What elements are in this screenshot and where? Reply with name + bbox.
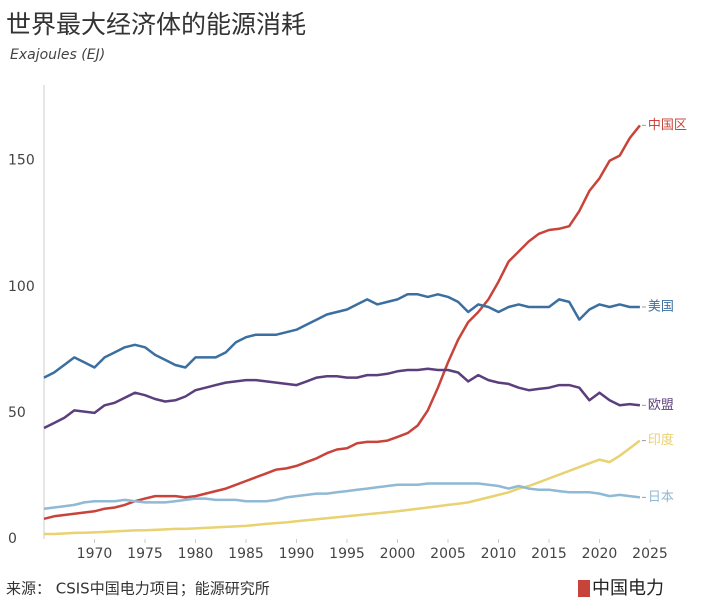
series-line: [43, 124, 641, 521]
series-line: [43, 367, 641, 430]
chart-title: 世界最大经济体的能源消耗: [6, 10, 306, 39]
x-tick-label: 2005: [430, 546, 466, 562]
x-tick-label: 1980: [178, 546, 214, 562]
y-tick-label: 0: [8, 531, 17, 547]
x-tick-label: 2020: [582, 546, 618, 562]
y-tick-label: 150: [8, 153, 35, 169]
series-line: [43, 482, 641, 510]
x-tick-label: 1985: [228, 546, 264, 562]
brand-icon: [578, 580, 590, 597]
x-tick-label: 2015: [531, 546, 567, 562]
series-line: [43, 293, 640, 379]
x-tick-label: 1970: [77, 546, 113, 562]
y-tick-label: 50: [8, 405, 26, 421]
legend-label: 印度: [648, 432, 674, 448]
source: 来源： CSIS中国电力项目；能源研究所: [6, 580, 270, 598]
y-tick-label: 100: [8, 279, 35, 295]
legend-label: 美国: [648, 299, 674, 314]
legend-label: 欧盟: [648, 398, 674, 413]
x-tick-label: 1990: [279, 546, 315, 562]
series-line: [44, 439, 641, 536]
brand: 中国电力: [592, 578, 664, 599]
x-tick-label: 2000: [380, 546, 416, 562]
chart-subtitle: Exajoules (EJ): [10, 47, 105, 63]
x-tick-label: 2025: [632, 546, 668, 562]
x-tick-label: 1995: [329, 546, 365, 562]
legend-label: 中国区: [648, 118, 687, 133]
legend-label: 日本: [648, 490, 674, 505]
x-tick-label: 1975: [127, 546, 163, 562]
x-tick-label: 2010: [481, 546, 517, 562]
